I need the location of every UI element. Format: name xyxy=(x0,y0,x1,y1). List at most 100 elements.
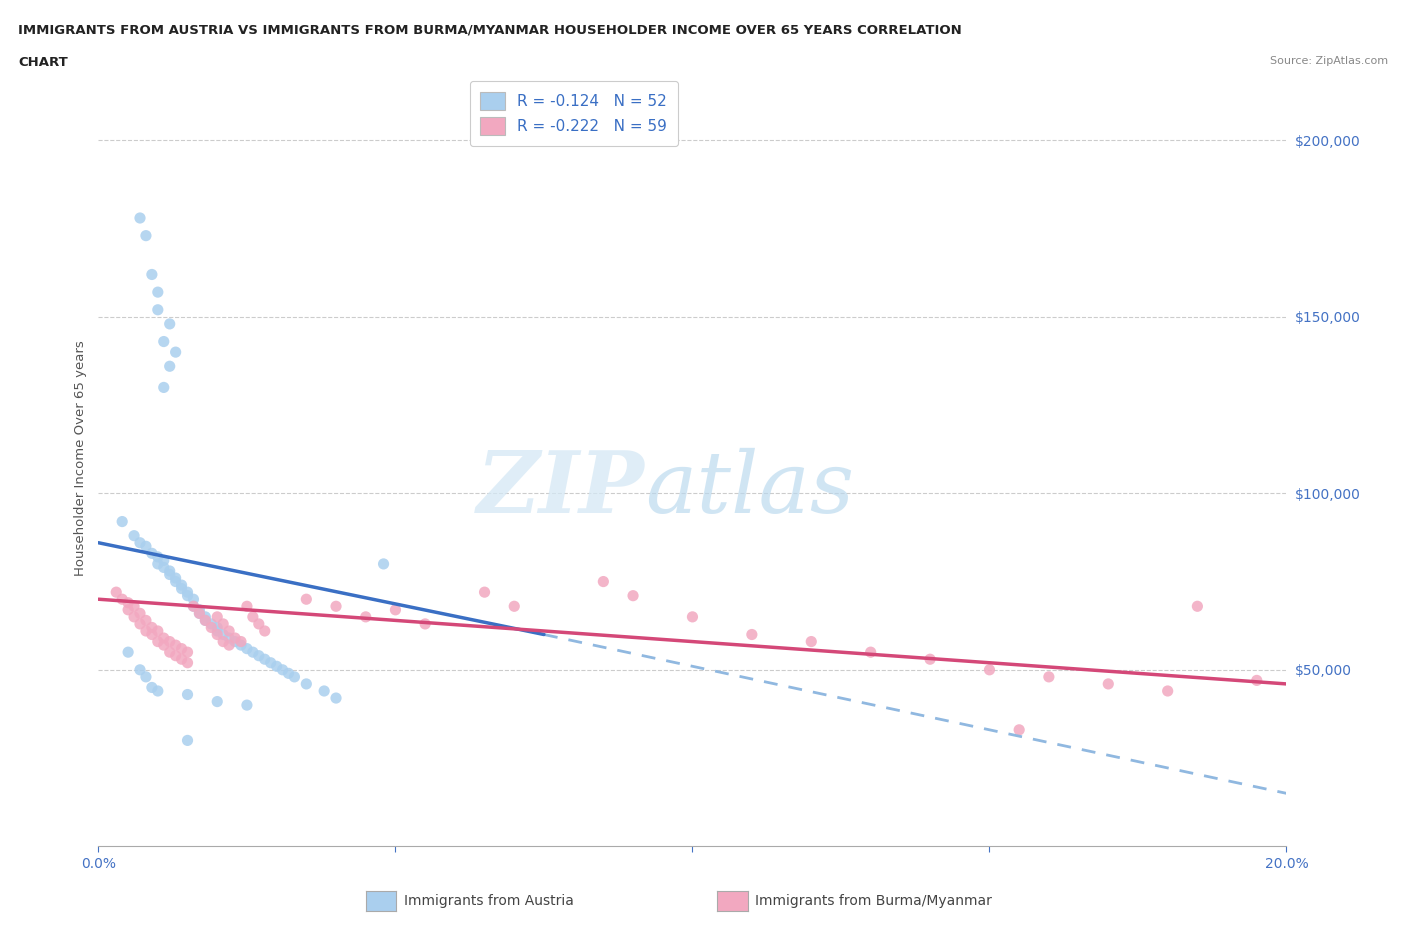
Point xyxy=(384,603,406,618)
Point xyxy=(146,684,169,698)
Point xyxy=(205,620,228,635)
Point xyxy=(224,631,246,645)
Point xyxy=(224,634,246,649)
Point xyxy=(122,609,145,624)
Point xyxy=(152,560,174,575)
Point xyxy=(183,591,205,606)
Point xyxy=(503,599,526,614)
Point xyxy=(176,644,198,659)
Point xyxy=(159,316,181,331)
Point xyxy=(170,641,193,656)
Point xyxy=(159,359,181,374)
Point xyxy=(170,578,193,592)
Point xyxy=(236,698,259,712)
Point xyxy=(135,228,157,243)
Point xyxy=(800,634,823,649)
Text: ZIP: ZIP xyxy=(477,447,645,531)
Point xyxy=(266,658,288,673)
Point xyxy=(146,302,169,317)
Text: atlas: atlas xyxy=(645,447,853,530)
Point xyxy=(295,591,318,606)
Point xyxy=(146,634,169,649)
Point xyxy=(194,613,217,628)
Point xyxy=(229,634,252,649)
Point xyxy=(165,638,187,653)
Point xyxy=(188,606,211,621)
Point xyxy=(236,641,259,656)
Point xyxy=(129,662,152,677)
Point xyxy=(146,623,169,638)
Point xyxy=(135,623,157,638)
Point xyxy=(135,613,157,628)
Point xyxy=(212,634,235,649)
Point xyxy=(242,644,264,659)
Point xyxy=(188,603,211,618)
Point xyxy=(200,617,222,631)
Point xyxy=(212,617,235,631)
Point xyxy=(354,609,377,624)
Point xyxy=(314,684,336,698)
Point xyxy=(176,687,198,702)
Point xyxy=(146,556,169,571)
Point xyxy=(111,591,134,606)
Point xyxy=(218,631,240,645)
Text: Immigrants from Austria: Immigrants from Austria xyxy=(404,894,574,909)
Text: IMMIGRANTS FROM AUSTRIA VS IMMIGRANTS FROM BURMA/MYANMAR HOUSEHOLDER INCOME OVER: IMMIGRANTS FROM AUSTRIA VS IMMIGRANTS FR… xyxy=(18,23,962,36)
Point xyxy=(920,652,942,667)
Point xyxy=(1008,723,1031,737)
Point xyxy=(1097,676,1119,691)
Point xyxy=(205,627,228,642)
Point xyxy=(253,623,276,638)
Point xyxy=(212,627,235,642)
Point xyxy=(129,210,152,225)
Point xyxy=(1156,684,1178,698)
Point xyxy=(176,589,198,604)
Point xyxy=(592,574,614,589)
Point xyxy=(159,644,181,659)
Point xyxy=(295,676,318,691)
Point xyxy=(1187,599,1209,614)
Point xyxy=(122,599,145,614)
Point xyxy=(111,514,134,529)
Point xyxy=(170,652,193,667)
Point xyxy=(122,528,145,543)
Point xyxy=(474,585,496,600)
Point xyxy=(1246,673,1268,688)
Point xyxy=(141,620,163,635)
Point xyxy=(681,609,703,624)
Point xyxy=(218,638,240,653)
Point xyxy=(141,627,163,642)
Point xyxy=(165,574,187,589)
Point xyxy=(135,670,157,684)
Point xyxy=(205,623,228,638)
Point xyxy=(141,546,163,561)
Point xyxy=(277,666,299,681)
Point xyxy=(205,694,228,709)
Point xyxy=(188,606,211,621)
Point xyxy=(159,564,181,578)
Point xyxy=(165,648,187,663)
Point xyxy=(260,656,283,671)
Point xyxy=(271,662,294,677)
Point xyxy=(194,609,217,624)
Point xyxy=(413,617,436,631)
Point xyxy=(183,599,205,614)
Point xyxy=(152,334,174,349)
Point xyxy=(283,670,305,684)
Point xyxy=(159,634,181,649)
Legend: R = -0.124   N = 52, R = -0.222   N = 59: R = -0.124 N = 52, R = -0.222 N = 59 xyxy=(470,81,678,146)
Point xyxy=(194,613,217,628)
Point xyxy=(129,536,152,551)
Point xyxy=(152,380,174,395)
Point xyxy=(152,631,174,645)
Point xyxy=(979,662,1001,677)
Point xyxy=(200,620,222,635)
Point xyxy=(129,606,152,621)
Point xyxy=(205,609,228,624)
Point xyxy=(141,680,163,695)
Point xyxy=(1038,670,1060,684)
Y-axis label: Householder Income Over 65 years: Householder Income Over 65 years xyxy=(75,340,87,576)
Text: CHART: CHART xyxy=(18,56,67,69)
Point xyxy=(218,623,240,638)
Point xyxy=(141,267,163,282)
